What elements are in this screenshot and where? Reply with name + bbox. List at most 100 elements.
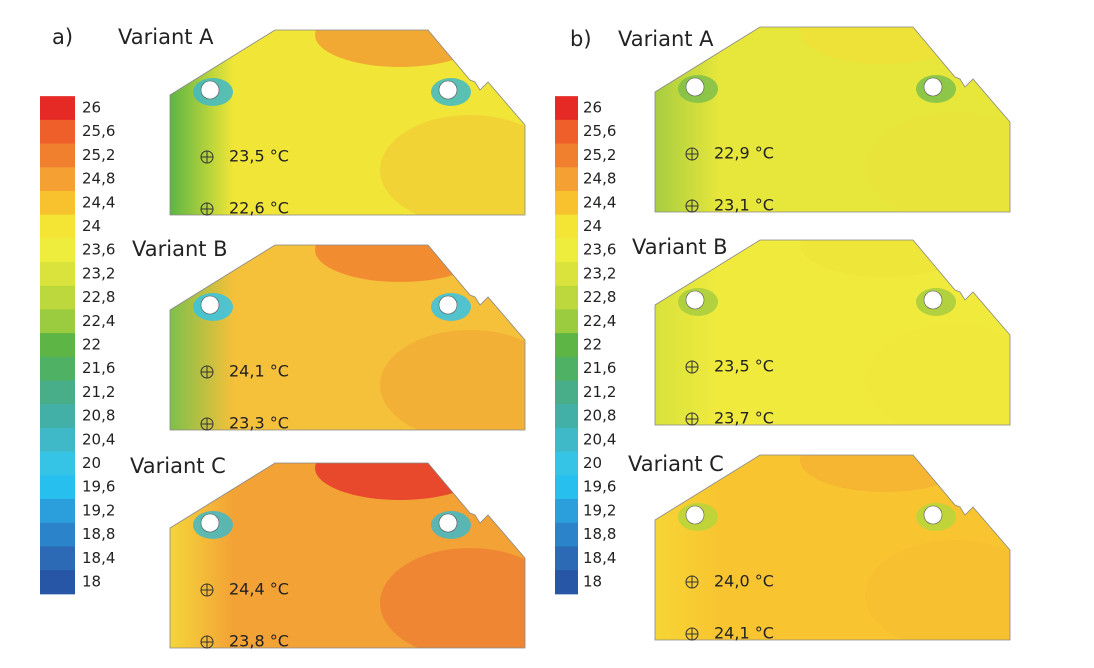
color-label: 22,4 xyxy=(82,312,115,330)
color-label: 23,6 xyxy=(583,241,616,259)
color-cell xyxy=(40,404,75,429)
probe-label: 23,1 °C xyxy=(714,196,774,215)
room-map xyxy=(170,30,525,215)
panel: b) Variant A 22,9 °C 23,1 °C Variant B 23,5 °… xyxy=(570,26,1011,643)
color-label: 18,8 xyxy=(82,525,115,543)
color-cell xyxy=(40,333,75,358)
probe-label: 22,9 °C xyxy=(714,144,774,163)
warm-zone xyxy=(380,115,525,215)
color-cell xyxy=(555,214,578,239)
color-label: 26 xyxy=(583,99,602,117)
vent xyxy=(438,295,458,315)
room-map xyxy=(170,463,525,648)
color-label: 21,6 xyxy=(583,359,616,377)
color-cell xyxy=(40,570,75,595)
color-label: 18,8 xyxy=(583,525,616,543)
color-label: 21,2 xyxy=(82,383,115,401)
probe-cross xyxy=(686,628,698,640)
probe-cross xyxy=(201,636,213,648)
color-cell xyxy=(555,546,578,571)
room-fill xyxy=(170,30,525,215)
hot-zone xyxy=(800,27,970,64)
color-cell xyxy=(40,309,75,334)
panel-label: a) xyxy=(52,25,73,49)
vent xyxy=(438,513,458,533)
color-label: 20,8 xyxy=(583,407,616,425)
vent xyxy=(923,505,943,525)
variant-name: Variant A xyxy=(618,27,714,51)
color-cell xyxy=(555,404,578,429)
room-outline xyxy=(169,462,526,649)
hot-zone xyxy=(800,455,970,492)
variant-name: Variant C xyxy=(130,454,226,478)
color-label: 22,4 xyxy=(583,312,616,330)
color-cell xyxy=(555,427,578,453)
color-cell xyxy=(555,96,578,121)
color-cell xyxy=(40,499,75,524)
variant-name: Variant B xyxy=(632,235,728,259)
color-label: 18,4 xyxy=(583,549,616,567)
probe-cross xyxy=(201,418,213,430)
color-cell xyxy=(555,190,578,216)
room-map xyxy=(170,245,525,430)
color-label: 24 xyxy=(583,217,602,235)
color-label: 24,4 xyxy=(583,193,616,211)
color-label: 20 xyxy=(583,454,602,472)
color-label: 22,8 xyxy=(82,288,115,306)
color-label: 20 xyxy=(82,454,101,472)
room-fill xyxy=(170,245,525,430)
probe-cross xyxy=(201,366,213,378)
warm-zone xyxy=(380,548,525,648)
warm-zone xyxy=(865,540,1010,640)
vent xyxy=(685,290,705,310)
color-label: 20,8 xyxy=(82,407,115,425)
probe-cross xyxy=(686,361,698,373)
color-cell xyxy=(555,570,578,595)
hot-zone xyxy=(315,30,485,67)
color-cell xyxy=(40,167,75,192)
color-label: 23,6 xyxy=(82,241,115,259)
hot-zone xyxy=(315,245,485,282)
room-fill xyxy=(655,455,1010,640)
vent xyxy=(923,77,943,97)
color-cell xyxy=(555,309,578,334)
probe-label: 23,5 °C xyxy=(229,147,289,166)
color-cell xyxy=(555,285,578,310)
panel-label: b) xyxy=(570,27,592,51)
color-label: 22,8 xyxy=(583,288,616,306)
color-label: 18 xyxy=(82,573,101,591)
color-cell xyxy=(555,119,578,145)
color-cell xyxy=(40,96,75,121)
color-label: 24,8 xyxy=(583,170,616,188)
color-cell xyxy=(555,238,578,263)
variant-name: Variant C xyxy=(628,452,724,476)
color-label: 20,4 xyxy=(583,430,616,448)
vent xyxy=(438,80,458,100)
color-label: 22 xyxy=(82,336,101,354)
probe-label: 24,4 °C xyxy=(229,580,289,599)
color-label: 24,4 xyxy=(82,193,115,211)
color-label: 19,6 xyxy=(583,478,616,496)
color-cell xyxy=(555,262,578,287)
color-label: 25,2 xyxy=(82,146,115,164)
probe-cross xyxy=(686,200,698,212)
color-cell xyxy=(40,427,75,453)
color-cell xyxy=(555,333,578,358)
hot-zone xyxy=(800,240,970,277)
color-label: 19,6 xyxy=(82,478,115,496)
color-cell xyxy=(40,475,75,500)
color-cell xyxy=(555,475,578,500)
color-cell xyxy=(555,499,578,524)
color-cell xyxy=(555,143,578,168)
color-cell xyxy=(555,380,578,405)
probe-label: 24,1 °C xyxy=(229,362,289,381)
room-fill xyxy=(170,463,525,648)
color-label: 25,6 xyxy=(583,122,616,140)
warm-zone xyxy=(380,330,525,430)
warm-zone xyxy=(865,112,1010,212)
probe-cross xyxy=(686,148,698,160)
vent xyxy=(200,513,220,533)
color-label: 20,4 xyxy=(82,430,115,448)
color-label: 25,2 xyxy=(583,146,616,164)
